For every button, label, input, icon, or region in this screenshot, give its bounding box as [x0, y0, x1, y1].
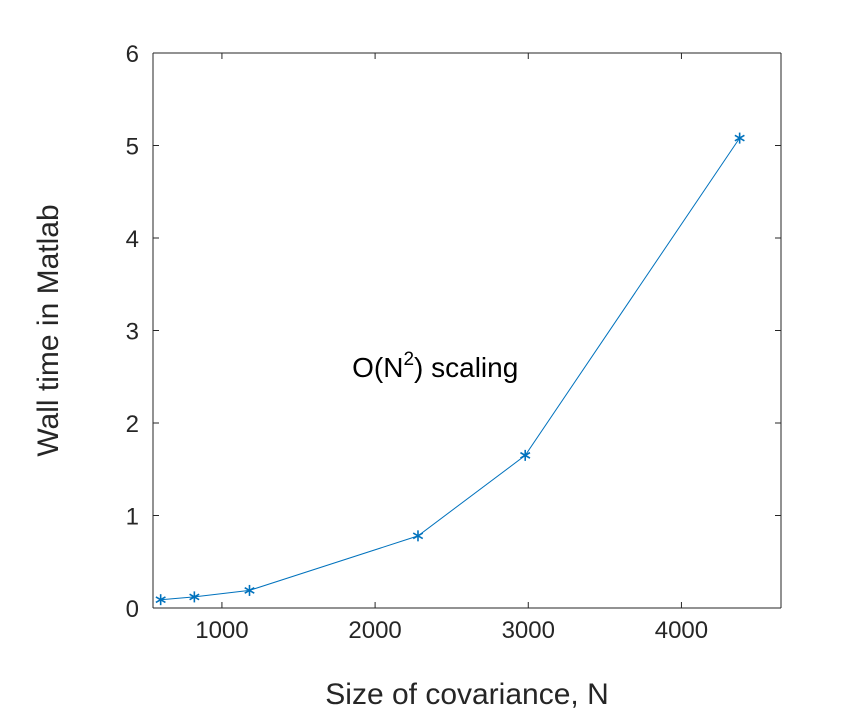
marker-stroke [412, 532, 424, 540]
series-layer [155, 132, 745, 606]
y-tick-label: 0 [126, 596, 139, 623]
x-tick-labels: 1000 2000 3000 4000 [195, 617, 708, 644]
data-point [412, 530, 424, 542]
series-line-wall-time [160, 137, 741, 601]
marker-stroke [734, 134, 745, 142]
x-axis-label: Size of covariance, N [325, 678, 608, 711]
marker-stroke [520, 451, 531, 459]
data-point [244, 584, 255, 596]
annotation-superscript: 2 [403, 349, 414, 370]
marker-stroke [155, 596, 166, 604]
ticks [153, 52, 781, 609]
scaling-annotation: O(N2) scaling [352, 349, 518, 383]
marker-stroke [244, 586, 255, 594]
y-tick-label: 1 [126, 504, 139, 531]
x-tick-label: 4000 [655, 617, 708, 644]
y-tick-labels: 0 1 2 3 4 5 6 [126, 41, 139, 623]
data-point [155, 594, 166, 606]
marker-stroke [189, 593, 200, 601]
x-tick-label: 1000 [195, 617, 248, 644]
data-point [734, 132, 745, 144]
y-tick-label: 2 [126, 411, 139, 438]
x-tick-label: 2000 [348, 617, 401, 644]
series-markers [155, 132, 745, 606]
data-point [520, 449, 531, 461]
y-tick-label: 3 [126, 319, 139, 346]
y-tick-label: 5 [126, 134, 139, 161]
y-tick-label: 6 [126, 41, 139, 68]
data-point [189, 591, 200, 603]
annotation-prefix: O(N [352, 352, 403, 383]
y-tick-label: 4 [126, 226, 139, 253]
plot-area [153, 53, 781, 608]
y-axis-label: Wall time in Matlab [32, 204, 65, 456]
annotation-suffix: ) scaling [414, 352, 518, 383]
x-tick-label: 3000 [502, 617, 555, 644]
